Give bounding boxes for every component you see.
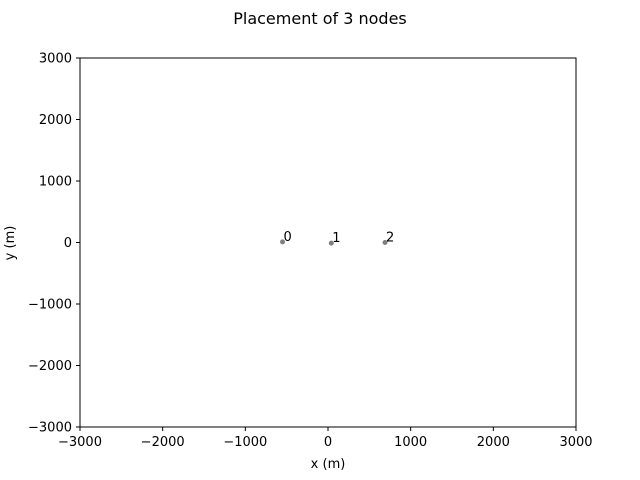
chart-title: Placement of 3 nodes bbox=[233, 9, 407, 28]
y-tick-label: 3000 bbox=[39, 52, 72, 67]
y-tick-label: −3000 bbox=[28, 421, 72, 436]
node-point bbox=[382, 240, 388, 245]
x-tick-label: −2000 bbox=[141, 435, 185, 450]
node-label: 2 bbox=[386, 231, 394, 246]
x-tick-label: 2000 bbox=[477, 435, 510, 450]
plot-area: −3000 −2000 −1000 0 1000 2000 3000 −3000 −2000 −1… bbox=[28, 52, 593, 451]
node-label: 1 bbox=[332, 231, 340, 246]
node-point bbox=[280, 239, 286, 245]
x-tick-label: 1000 bbox=[394, 435, 427, 450]
x-axis-label: x (m) bbox=[311, 457, 346, 472]
y-tick-label: −1000 bbox=[28, 298, 72, 313]
x-tick-label: −1000 bbox=[223, 435, 267, 450]
y-tick-label: 1000 bbox=[39, 175, 72, 190]
node-label: 0 bbox=[284, 230, 292, 245]
y-tick-label: −2000 bbox=[28, 359, 72, 374]
y-tick-label: 2000 bbox=[39, 113, 72, 128]
node-point bbox=[328, 240, 334, 246]
x-tick-label: 3000 bbox=[559, 435, 592, 450]
x-tick-label: −3000 bbox=[58, 435, 102, 450]
y-tick-label: 0 bbox=[64, 236, 72, 251]
y-axis-label: y (m) bbox=[3, 226, 18, 261]
x-tick-label: 0 bbox=[324, 435, 332, 450]
